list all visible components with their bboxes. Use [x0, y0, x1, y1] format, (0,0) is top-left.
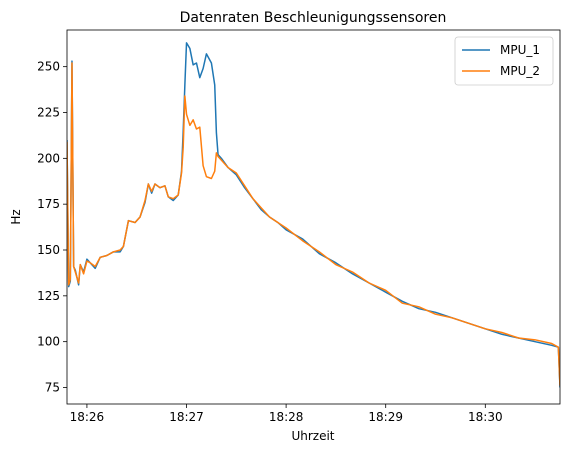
x-tick-label: 18:28	[269, 410, 304, 424]
y-tick-label: 200	[37, 151, 60, 165]
legend-box	[454, 36, 554, 86]
x-axis: 18:26 18:27 18:28 18:29 18:30	[70, 404, 503, 424]
y-tick-label: 75	[45, 381, 60, 395]
legend-label: MPU_2	[500, 64, 540, 78]
plot-frame	[66, 29, 561, 405]
series-line-mpu_2	[67, 62, 560, 386]
y-tick-label: 250	[37, 60, 60, 74]
y-axis: 75 100 125 150 175 200 225 250	[37, 60, 67, 395]
legend-label: MPU_1	[500, 43, 540, 57]
chart-title: Datenraten Beschleunigungssensoren	[180, 10, 447, 26]
x-tick-label: 18:26	[70, 410, 105, 424]
legend: MPU_1 MPU_2	[454, 36, 554, 86]
y-tick-label: 100	[37, 335, 60, 349]
y-tick-label: 125	[37, 289, 60, 303]
x-tick-label: 18:27	[169, 410, 204, 424]
x-tick-label: 18:29	[368, 410, 403, 424]
y-tick-label: 225	[37, 106, 60, 120]
y-tick-label: 175	[37, 197, 60, 211]
y-tick-label: 150	[37, 243, 60, 257]
y-axis-label: Hz	[9, 209, 23, 224]
x-tick-label: 18:30	[468, 410, 503, 424]
x-axis-label: Uhrzeit	[291, 429, 334, 443]
plot-area	[67, 42, 560, 388]
